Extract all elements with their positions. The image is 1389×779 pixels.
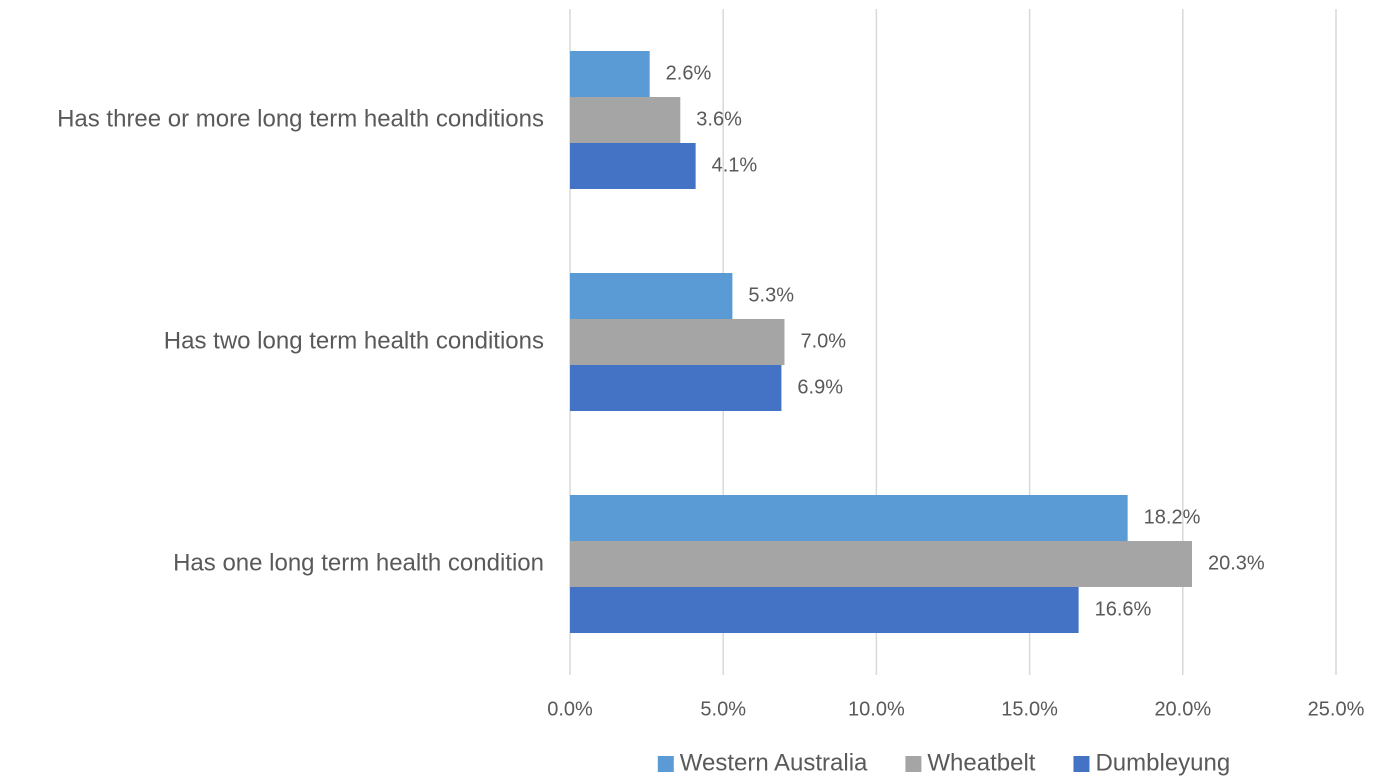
- legend-swatch: [1073, 756, 1090, 772]
- legend-label: Western Australia: [680, 749, 868, 776]
- data-label: 3.6%: [696, 108, 742, 130]
- x-tick-label: 10.0%: [848, 698, 905, 720]
- data-label: 5.3%: [748, 284, 794, 306]
- data-label: 4.1%: [712, 154, 758, 176]
- x-tick-label: 5.0%: [700, 698, 746, 720]
- legend-label: Dumbleyung: [1095, 749, 1230, 776]
- bar: [570, 51, 650, 97]
- bar: [570, 495, 1128, 541]
- data-label: 7.0%: [800, 330, 846, 352]
- bar: [570, 97, 681, 143]
- bar: [570, 541, 1192, 587]
- x-tick-label: 20.0%: [1154, 698, 1211, 720]
- x-tick-label: 25.0%: [1308, 698, 1365, 720]
- data-label: 2.6%: [666, 62, 712, 84]
- bar: [570, 143, 696, 189]
- data-label: 18.2%: [1144, 506, 1201, 528]
- bar: [570, 365, 782, 411]
- y-tick-label: Has three or more long term health condi…: [57, 105, 544, 132]
- y-tick-label: Has two long term health conditions: [164, 327, 544, 354]
- bar: [570, 319, 785, 365]
- data-label: 20.3%: [1208, 552, 1265, 574]
- y-tick-label: Has one long term health condition: [173, 549, 544, 576]
- data-label: 6.9%: [797, 376, 843, 398]
- bar: [570, 587, 1079, 633]
- data-label: 16.6%: [1095, 598, 1152, 620]
- x-tick-label: 0.0%: [547, 698, 593, 720]
- legend-swatch: [905, 756, 922, 772]
- legend-label: Wheatbelt: [927, 749, 1035, 776]
- bar: [570, 273, 733, 319]
- legend-swatch: [657, 756, 674, 772]
- x-tick-label: 15.0%: [1001, 698, 1058, 720]
